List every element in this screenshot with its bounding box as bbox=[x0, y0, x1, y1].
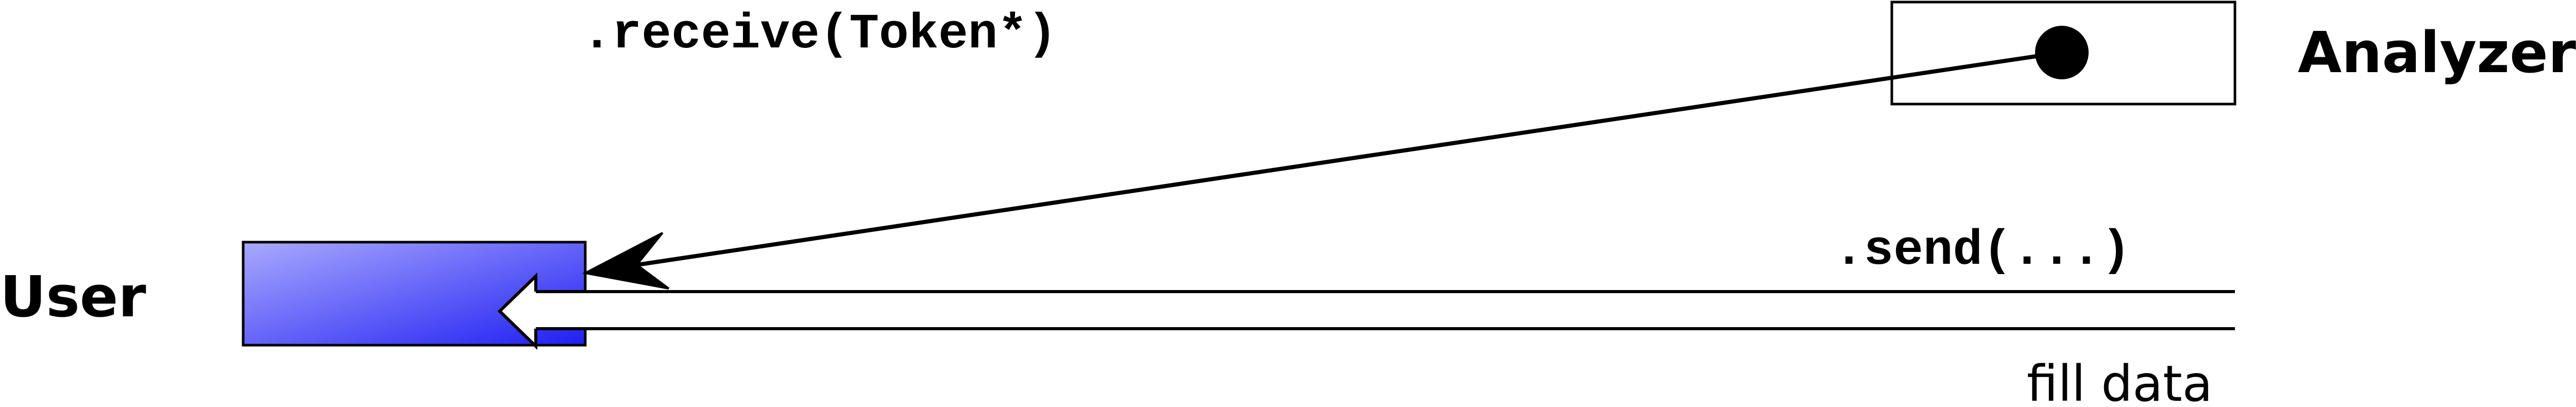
user-label: User bbox=[0, 264, 146, 330]
send-hollow-arrow bbox=[500, 276, 2235, 346]
send-arrow-head bbox=[497, 272, 537, 350]
fill-data-label: fill data bbox=[2027, 355, 2213, 407]
receive-arrow-line bbox=[623, 50, 2061, 269]
receive-call-label: .receive(Token*) bbox=[582, 6, 1057, 62]
analyzer-port-dot bbox=[2035, 26, 2089, 79]
analyzer-label: Analyzer bbox=[2298, 20, 2576, 86]
receive-arrowhead bbox=[582, 232, 670, 290]
send-call-label: .send(...) bbox=[1834, 223, 2131, 279]
